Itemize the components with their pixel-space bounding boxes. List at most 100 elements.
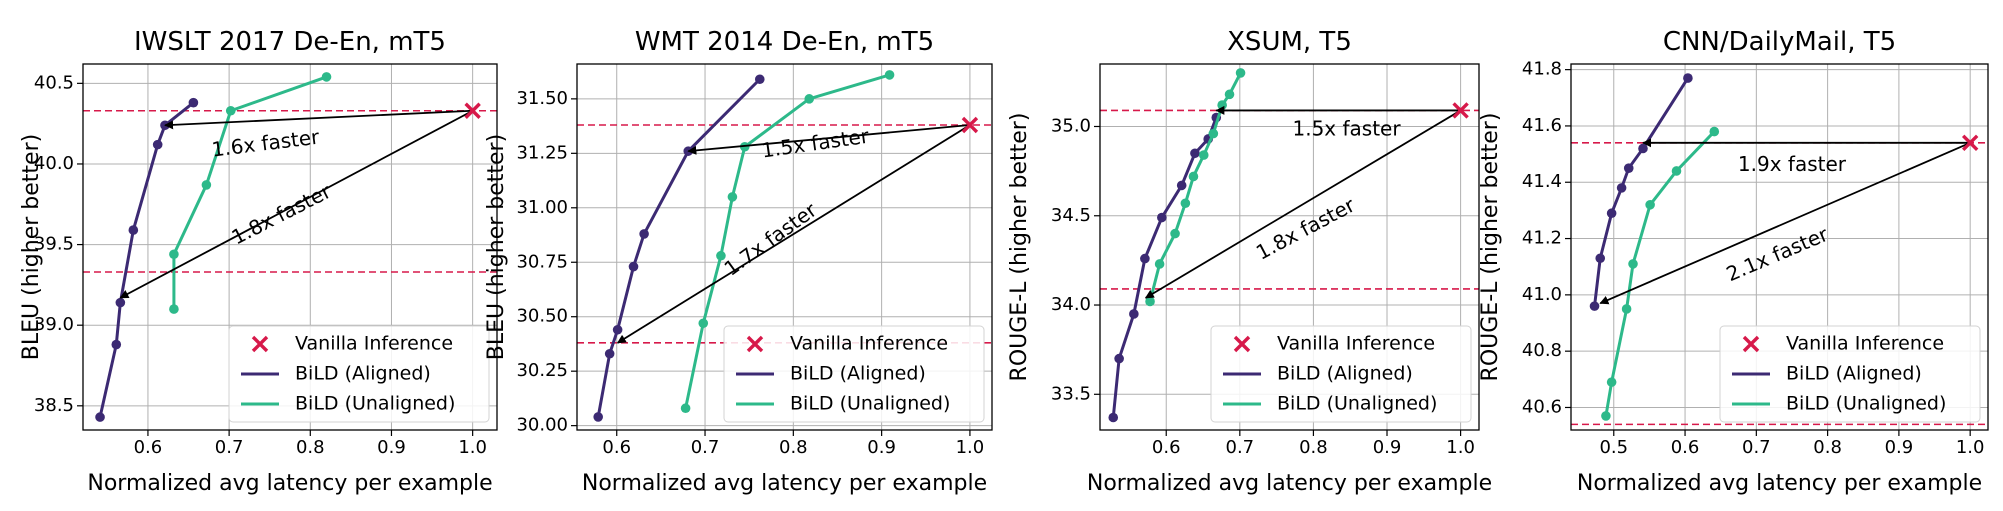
plot-frame (1099, 63, 1480, 431)
x-tick-label: 0.7 (691, 437, 720, 458)
x-tick-label: 0.7 (215, 437, 244, 458)
speedup-label: 1.5x faster (760, 124, 871, 163)
legend-box (1719, 325, 1981, 423)
data-point (225, 105, 236, 116)
x-tick-label: 0.8 (296, 437, 325, 458)
y-tick-label: 41.2 (1522, 228, 1562, 249)
legend-box (723, 325, 985, 423)
speedup-arrow (1144, 109, 1462, 299)
speedup-label: 1.6x faster (210, 125, 321, 162)
speedup-arrow (687, 124, 971, 155)
data-point (1628, 259, 1638, 269)
data-point (1601, 411, 1611, 421)
x-tick-label: 1.0 (956, 437, 985, 458)
legend-label: Vanilla Inference (790, 333, 948, 355)
y-tick-label: 39.5 (34, 234, 74, 255)
data-point (1208, 128, 1219, 139)
x-tick-label: 0.6 (1671, 437, 1700, 458)
speedup-label: 1.7x faster (720, 197, 822, 280)
y-axis-label: BLEU (higher better) (484, 134, 509, 360)
data-point (628, 261, 639, 272)
data-point (1606, 377, 1617, 387)
legend-label: BiLD (Unaligned) (295, 393, 455, 415)
speedup-arrow (119, 109, 474, 299)
data-point (188, 97, 199, 108)
data-point (754, 74, 765, 85)
vanilla-marker (1452, 102, 1469, 119)
y-tick-label: 41.6 (1522, 115, 1562, 136)
plot-frame (82, 63, 498, 431)
legend-label: BiLD (Aligned) (1786, 363, 1922, 385)
chart-title: XSUM, T5 (1227, 27, 1352, 57)
y-tick-label: 30.50 (516, 306, 568, 327)
data-point (1616, 183, 1627, 193)
data-point (1188, 171, 1199, 182)
speedup-label: 1.9x faster (1738, 152, 1847, 176)
x-tick-label: 0.6 (602, 437, 631, 458)
x-tick-label: 0.9 (377, 437, 406, 458)
y-tick-label: 40.8 (1522, 340, 1562, 361)
data-point (1645, 199, 1655, 210)
vanilla-marker (961, 116, 979, 134)
legend-label: BiLD (Aligned) (790, 363, 926, 385)
speedup-label: 1.5x faster (1292, 117, 1401, 141)
data-point (1621, 304, 1632, 314)
y-tick-label: 41.0 (1522, 284, 1562, 305)
legend-vanilla-marker (1742, 335, 1760, 353)
x-tick-label: 0.8 (1813, 437, 1842, 458)
plot-frame (576, 63, 993, 431)
data-point (115, 297, 126, 308)
data-point (884, 70, 895, 80)
data-point (321, 72, 332, 82)
x-tick-label: 0.8 (1299, 437, 1328, 458)
data-point (1108, 412, 1119, 423)
y-tick-label: 31.00 (516, 197, 568, 218)
y-tick-label: 40.0 (34, 153, 74, 174)
data-point (111, 339, 122, 350)
chart-title: IWSLT 2017 De-En, mT5 (134, 27, 446, 57)
y-tick-label: 34.0 (1051, 294, 1091, 315)
data-point (639, 229, 649, 239)
series-line (1148, 72, 1242, 302)
data-point (1606, 208, 1617, 219)
data-point (1595, 253, 1606, 264)
data-point (727, 192, 738, 202)
legend-label: BiLD (Unaligned) (1277, 393, 1437, 415)
legend-label: Vanilla Inference (295, 333, 453, 355)
x-tick-label: 0.9 (1885, 437, 1914, 458)
y-tick-label: 40.6 (1522, 396, 1562, 417)
data-point (604, 348, 615, 359)
data-point (95, 412, 105, 422)
y-tick-label: 41.8 (1522, 59, 1562, 80)
data-point (1198, 150, 1209, 160)
x-tick-label: 0.7 (1742, 437, 1771, 458)
speedup-arrow (164, 109, 473, 130)
chart-panel: 1.9x faster 2.1x faster Vanilla Inference B… (1478, 27, 1989, 496)
data-point (1709, 126, 1720, 137)
data-point (612, 324, 623, 335)
data-point (1114, 353, 1124, 364)
y-tick-label: 38.5 (34, 395, 74, 416)
data-point (1224, 89, 1235, 100)
legend: Vanilla Inference BiLD (Aligned) BiLD (Una… (723, 325, 985, 423)
legend-box (1210, 325, 1472, 423)
x-axis-label: Normalized avg latency per example (87, 471, 492, 496)
data-point (1176, 180, 1187, 191)
legend-label: Vanilla Inference (1277, 333, 1435, 355)
data-point (152, 139, 163, 150)
data-point (1129, 309, 1139, 319)
data-point (1170, 228, 1180, 239)
legend-label: BiLD (Unaligned) (1786, 393, 1946, 415)
chart-title: WMT 2014 De-En, mT5 (635, 27, 934, 57)
data-point (1683, 73, 1693, 83)
x-tick-label: 0.9 (867, 437, 896, 458)
speedup-label: 1.8x faster (228, 179, 336, 250)
data-point (169, 304, 179, 314)
data-point (1589, 301, 1600, 311)
vanilla-marker (464, 102, 481, 119)
y-axis-label: ROUGE-L (higher better) (1007, 113, 1032, 382)
y-tick-label: 30.00 (516, 415, 568, 436)
data-point (1217, 100, 1227, 110)
legend: Vanilla Inference BiLD (Aligned) BiLD (Una… (228, 325, 490, 423)
